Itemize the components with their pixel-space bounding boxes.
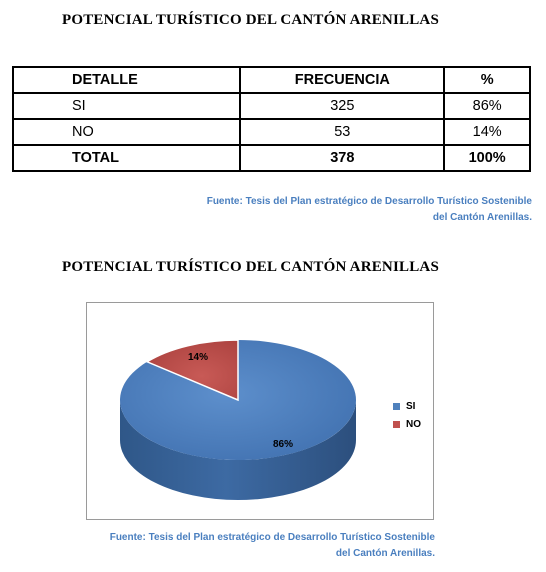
- cell-detalle: NO: [11, 118, 242, 146]
- pie-side-wall: [120, 400, 356, 500]
- source-line-1: Fuente: Tesis del Plan estratégico de De…: [109, 532, 435, 543]
- total-frecuencia: 378: [239, 144, 446, 172]
- cell-frecuencia: 53: [239, 118, 446, 146]
- source-line-1: Fuente: Tesis del Plan estratégico de De…: [206, 196, 532, 207]
- source-line-2: del Cantón Arenillas.: [432, 212, 532, 223]
- cell-frecuencia: 325: [239, 92, 446, 120]
- legend-item-no: NO: [393, 415, 421, 433]
- legend-item-si: SI: [393, 397, 421, 415]
- pie-label-si: 86%: [273, 439, 293, 450]
- pie-label-no: 14%: [188, 352, 208, 363]
- source-note: Fuente: Tesis del Plan estratégico de De…: [132, 194, 532, 226]
- source-line-2: del Cantón Arenillas.: [335, 548, 435, 559]
- total-label: TOTAL: [11, 144, 242, 172]
- cell-percent: 14%: [443, 118, 531, 146]
- legend-swatch-si: [393, 402, 400, 410]
- table-row: SI 325 86%: [11, 92, 531, 120]
- legend-swatch-no: [393, 420, 400, 428]
- cell-detalle: SI: [11, 92, 242, 120]
- cell-percent: 86%: [443, 92, 531, 120]
- chart-frame: 86% 14% SI NO: [86, 302, 434, 520]
- chart-legend: SI NO: [393, 397, 421, 433]
- header-frecuencia: FRECUENCIA: [239, 66, 446, 94]
- table-total-row: TOTAL 378 100%: [11, 144, 531, 172]
- table-title: POTENCIAL TURÍSTICO DEL CANTÓN ARENILLAS: [62, 12, 439, 28]
- table-row: NO 53 14%: [11, 118, 531, 146]
- pie-slice-no: [145, 339, 239, 402]
- chart-title: POTENCIAL TURÍSTICO DEL CANTÓN ARENILLAS: [62, 259, 439, 275]
- legend-label-si: SI: [406, 400, 416, 412]
- table-header-row: DETALLE FRECUENCIA %: [11, 66, 531, 94]
- header-percent: %: [443, 66, 531, 94]
- legend-label-no: NO: [406, 418, 421, 430]
- pie-chart: 86% 14%: [119, 339, 356, 500]
- total-percent: 100%: [443, 144, 531, 172]
- chart-source-note: Fuente: Tesis del Plan estratégico de De…: [35, 530, 435, 562]
- frequency-table: DETALLE FRECUENCIA % SI 325 86% NO 53 14…: [11, 66, 531, 172]
- header-detalle: DETALLE: [11, 66, 242, 94]
